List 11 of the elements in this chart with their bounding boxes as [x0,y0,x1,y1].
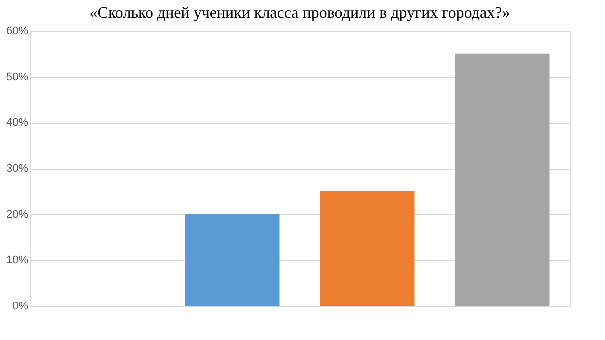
chart-title: «Сколько дней ученики класса проводили в других городах?» [90,5,510,22]
y-tick-label: 40% [6,117,29,130]
bar [185,214,280,306]
y-tick-label: 50% [6,71,29,84]
y-tick-label: 20% [6,208,29,221]
y-tick-label: 30% [6,163,29,175]
bar [455,54,550,306]
y-tick-label: 0% [12,300,29,312]
bar [320,191,415,306]
y-tick-label: 60% [6,26,29,38]
y-tick-label: 10% [6,254,29,267]
